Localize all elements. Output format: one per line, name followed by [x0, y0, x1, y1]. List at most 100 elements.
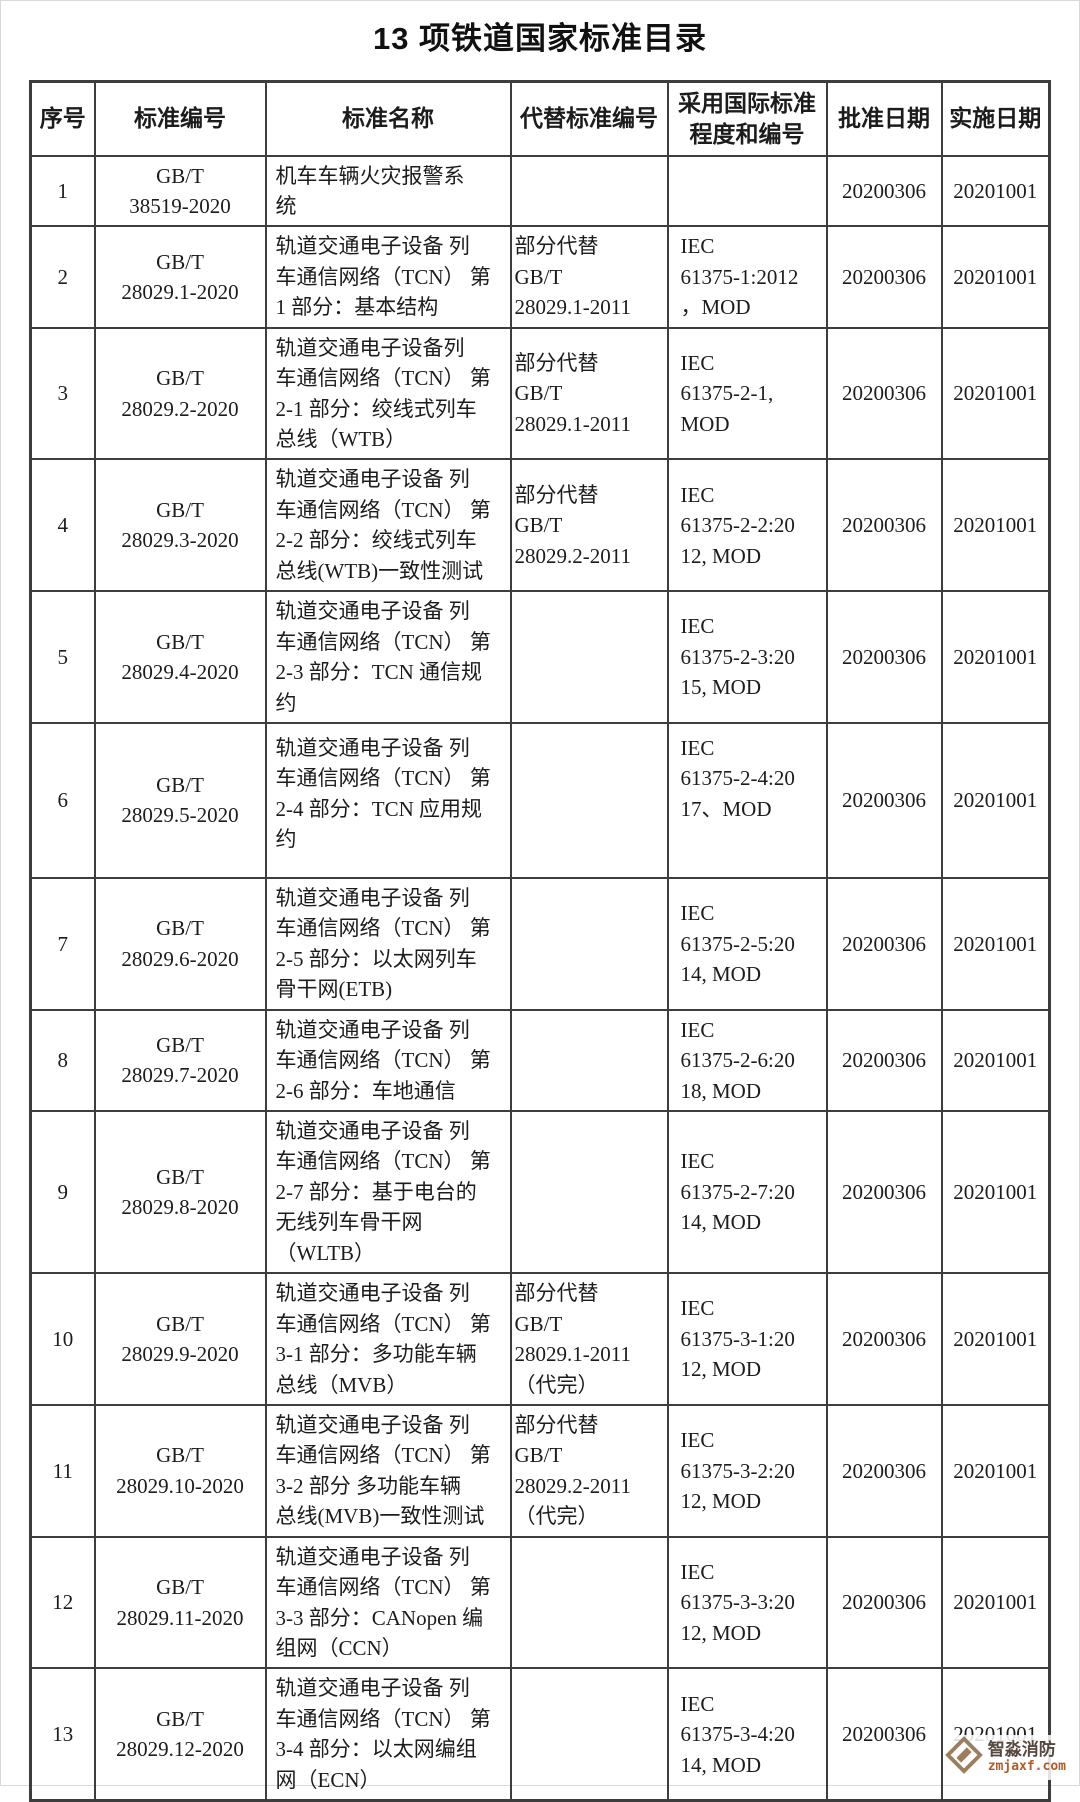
cell-standard-number: GB/T 28029.3-2020: [93, 458, 267, 593]
cell-index: 7: [29, 876, 96, 1011]
cell-standard-name: 轨道交通电子设备 列 车通信网络（TCN） 第 3-2 部分 多功能车辆 总线(…: [264, 1403, 512, 1538]
cell-approval-date: 20200306: [825, 1008, 943, 1113]
cell-standard-number: GB/T 38519-2020: [93, 154, 267, 228]
cell-approval-date: 20200306: [825, 154, 943, 228]
cell-approval-date: 20200306: [825, 1667, 943, 1802]
cell-standard-name: 轨道交通电子设备列 车通信网络（TCN） 第 2-1 部分：绞线式列车 总线（W…: [264, 326, 512, 461]
cell-standard-number: GB/T 28029.6-2020: [93, 876, 267, 1011]
cell-standard-name: 轨道交通电子设备 列 车通信网络（TCN） 第 2-7 部分：基于电台的 无线列…: [264, 1109, 512, 1275]
cell-standard-name: 轨道交通电子设备 列 车通信网络（TCN） 第 2-6 部分：车地通信: [264, 1008, 512, 1113]
cell-implementation-date: 20201001: [940, 876, 1051, 1011]
table-row: 11 GB/T 28029.10-2020 轨道交通电子设备 列 车通信网络（T…: [29, 1403, 1051, 1538]
table-row: 2 GB/T 28029.1-2020 轨道交通电子设备 列 车通信网络（TCN…: [29, 225, 1051, 329]
cell-implementation-date: 20201001: [940, 1008, 1051, 1113]
cell-standard-number: GB/T 28029.2-2020: [93, 326, 267, 461]
cell-index: 9: [29, 1109, 96, 1275]
col-header-approval-date: 批准日期: [825, 80, 943, 157]
cell-standard-name: 轨道交通电子设备 列 车通信网络（TCN） 第 3-4 部分：以太网编组 网（E…: [264, 1667, 512, 1802]
cell-implementation-date: 20201001: [940, 1535, 1051, 1670]
header-row: 序号 标准编号 标准名称 代替标准编号 采用国际标准 程度和编号 批准日期 实施…: [29, 80, 1051, 157]
col-header-standard-name: 标准名称: [264, 80, 512, 157]
standards-table: 序号 标准编号 标准名称 代替标准编号 采用国际标准 程度和编号 批准日期 实施…: [29, 80, 1051, 1802]
cell-international-standard: IEC 61375-1:2012 ，MOD: [666, 225, 828, 329]
cell-index: 10: [29, 1272, 96, 1406]
watermark-diamond-logo-icon: [944, 1736, 983, 1779]
cell-replaced-number: 部分代替 GB/T 28029.2-2011 （代完）: [509, 1403, 669, 1538]
watermark-brand-text: 智淼消防: [987, 1740, 1056, 1759]
cell-replaced-number: [509, 590, 669, 724]
cell-standard-number: GB/T 28029.7-2020: [93, 1008, 267, 1113]
cell-approval-date: 20200306: [825, 225, 943, 329]
col-header-international-standard: 采用国际标准 程度和编号: [666, 80, 828, 157]
cell-replaced-number: 部分代替 GB/T 28029.1-2011: [509, 225, 669, 329]
cell-implementation-date: 20201001: [940, 458, 1051, 593]
table-row: 5 GB/T 28029.4-2020 轨道交通电子设备 列 车通信网络（TCN…: [29, 590, 1051, 724]
cell-index: 5: [29, 590, 96, 724]
cell-international-standard: IEC 61375-2-6:20 18, MOD: [666, 1008, 828, 1113]
col-header-index: 序号: [29, 80, 96, 157]
cell-approval-date: 20200306: [825, 1272, 943, 1406]
table-row: 8 GB/T 28029.7-2020 轨道交通电子设备 列 车通信网络（TCN…: [29, 1008, 1051, 1113]
cell-index: 1: [29, 154, 96, 228]
cell-standard-number: GB/T 28029.8-2020: [93, 1109, 267, 1275]
cell-standard-name: 轨道交通电子设备 列 车通信网络（TCN） 第 2-2 部分：绞线式列车 总线(…: [264, 458, 512, 593]
cell-international-standard: IEC 61375-2-2:20 12, MOD: [666, 458, 828, 593]
cell-standard-name: 轨道交通电子设备 列 车通信网络（TCN） 第 2-3 部分：TCN 通信规 约: [264, 590, 512, 724]
cell-implementation-date: 20201001: [940, 154, 1051, 228]
cell-approval-date: 20200306: [825, 590, 943, 724]
cell-index: 3: [29, 326, 96, 461]
cell-implementation-date: 20201001: [940, 1272, 1051, 1406]
col-header-replaced-number: 代替标准编号: [509, 80, 669, 157]
cell-international-standard: IEC 61375-2-1, MOD: [666, 326, 828, 461]
cell-approval-date: 20200306: [825, 326, 943, 461]
cell-implementation-date: 20201001: [940, 721, 1051, 879]
cell-standard-number: GB/T 28029.10-2020: [93, 1403, 267, 1538]
table-header: 序号 标准编号 标准名称 代替标准编号 采用国际标准 程度和编号 批准日期 实施…: [29, 80, 1051, 157]
page-title: 13 项铁道国家标准目录: [372, 21, 708, 56]
cell-replaced-number: [509, 1109, 669, 1275]
cell-standard-number: GB/T 28029.4-2020: [93, 590, 267, 724]
table-row: 7 GB/T 28029.6-2020 轨道交通电子设备 列 车通信网络（TCN…: [29, 876, 1051, 1011]
cell-international-standard: IEC 61375-3-3:20 12, MOD: [666, 1535, 828, 1670]
cell-standard-name: 轨道交通电子设备 列 车通信网络（TCN） 第 3-1 部分：多功能车辆 总线（…: [264, 1272, 512, 1406]
cell-implementation-date: 20201001: [940, 1403, 1051, 1538]
cell-replaced-number: [509, 876, 669, 1011]
cell-index: 4: [29, 458, 96, 593]
cell-standard-name: 轨道交通电子设备 列 车通信网络（TCN） 第 2-5 部分：以太网列车 骨干网…: [264, 876, 512, 1011]
table-row: 4 GB/T 28029.3-2020 轨道交通电子设备 列 车通信网络（TCN…: [29, 458, 1051, 593]
cell-replaced-number: [509, 1667, 669, 1802]
cell-index: 6: [29, 721, 96, 879]
table-body: 1 GB/T 38519-2020 机车车辆火灾报警系 统 20200306 2…: [29, 154, 1051, 1802]
cell-standard-name: 轨道交通电子设备 列 车通信网络（TCN） 第 3-3 部分：CANopen 编…: [264, 1535, 512, 1670]
cell-international-standard: IEC 61375-2-3:20 15, MOD: [666, 590, 828, 724]
cell-standard-name: 轨道交通电子设备 列 车通信网络（TCN） 第 1 部分：基本结构: [264, 225, 512, 329]
col-header-implementation-date: 实施日期: [940, 80, 1051, 157]
cell-index: 13: [29, 1667, 96, 1802]
cell-standard-number: GB/T 28029.5-2020: [93, 721, 267, 879]
table-row: 12 GB/T 28029.11-2020 轨道交通电子设备 列 车通信网络（T…: [29, 1535, 1051, 1670]
cell-international-standard: IEC 61375-3-4:20 14, MOD: [666, 1667, 828, 1802]
cell-approval-date: 20200306: [825, 876, 943, 1011]
table-row: 13 GB/T 28029.12-2020 轨道交通电子设备 列 车通信网络（T…: [29, 1667, 1051, 1802]
cell-standard-number: GB/T 28029.11-2020: [93, 1535, 267, 1670]
cell-index: 12: [29, 1535, 96, 1670]
watermark: 智淼消防 zmjaxf.com: [942, 1735, 1068, 1780]
col-header-standard-number: 标准编号: [93, 80, 267, 157]
cell-international-standard: [666, 154, 828, 228]
cell-replaced-number: [509, 1535, 669, 1670]
watermark-site-text: zmjaxf.com: [987, 1758, 1066, 1774]
cell-replaced-number: 部分代替 GB/T 28029.1-2011 （代完）: [509, 1272, 669, 1406]
cell-approval-date: 20200306: [825, 1535, 943, 1670]
table-row: 1 GB/T 38519-2020 机车车辆火灾报警系 统 20200306 2…: [29, 154, 1051, 228]
cell-index: 11: [29, 1403, 96, 1538]
cell-approval-date: 20200306: [825, 1403, 943, 1538]
cell-implementation-date: 20201001: [940, 1109, 1051, 1275]
cell-standard-number: GB/T 28029.9-2020: [93, 1272, 267, 1406]
cell-standard-name: 轨道交通电子设备 列 车通信网络（TCN） 第 2-4 部分：TCN 应用规 约: [264, 721, 512, 879]
cell-replaced-number: [509, 721, 669, 879]
cell-implementation-date: 20201001: [940, 326, 1051, 461]
cell-approval-date: 20200306: [825, 458, 943, 593]
cell-replaced-number: 部分代替 GB/T 28029.1-2011: [509, 326, 669, 461]
cell-international-standard: IEC 61375-2-5:20 14, MOD: [666, 876, 828, 1011]
cell-index: 2: [29, 225, 96, 329]
